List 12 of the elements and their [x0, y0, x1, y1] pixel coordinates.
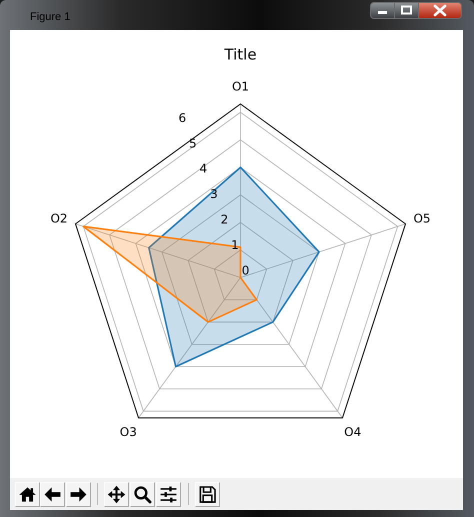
spoke-label: O4 [344, 424, 362, 439]
y-tick-label: 6 [178, 110, 186, 125]
y-tick-label: 2 [220, 212, 228, 227]
spoke-label: O5 [413, 212, 431, 226]
spoke-label: O2 [50, 212, 68, 226]
y-tick-label: 3 [210, 187, 218, 202]
chart-title: Title [223, 46, 257, 64]
y-tick-label: 0 [242, 264, 250, 278]
spoke-label: O1 [232, 80, 250, 94]
caption: Figure 1 [30, 11, 70, 23]
spoke-label: O3 [120, 424, 137, 439]
y-tick-label: 4 [200, 162, 208, 176]
